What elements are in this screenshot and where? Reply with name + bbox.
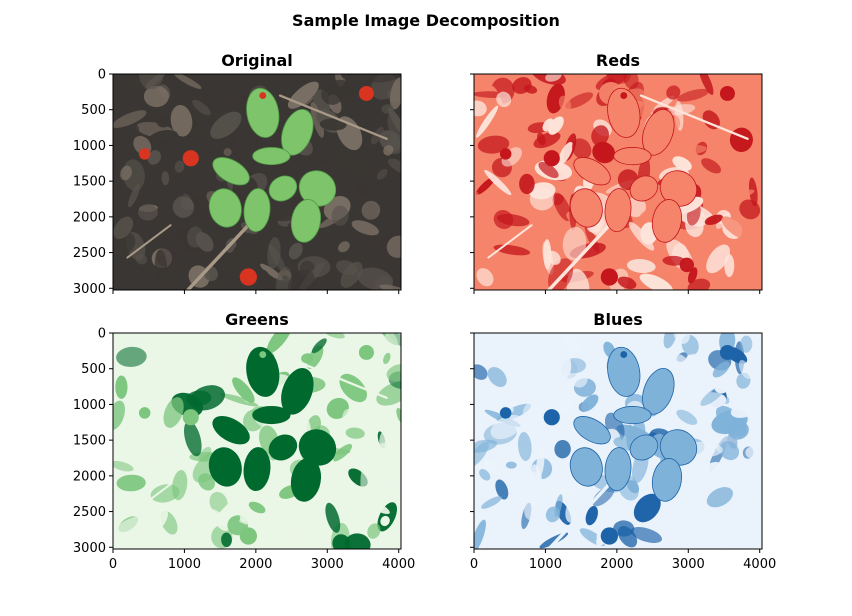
y-tick-label: 2500 — [73, 246, 106, 261]
y-tick-label: 0 — [98, 68, 106, 83]
y-tick-label: 1000 — [73, 398, 106, 413]
x-tick-label: 3000 — [311, 557, 344, 572]
x-tick-label: 1000 — [168, 557, 201, 572]
y-tick-label: 2000 — [73, 210, 106, 225]
panel-reds: Reds — [470, 51, 763, 294]
x-tick-label: 0 — [470, 557, 478, 572]
y-tick-label: 1500 — [73, 434, 106, 449]
x-tick-label: 1000 — [529, 557, 562, 572]
panel-blues: Blues 0 1000 2000 3000 4000 — [470, 310, 776, 572]
panel-title: Blues — [593, 310, 642, 329]
x-tick-label: 3000 — [672, 557, 705, 572]
panel-title: Greens — [225, 310, 289, 329]
rgb-image — [113, 74, 401, 290]
y-tick-label: 0 — [98, 327, 106, 342]
panels: Original 0 500 1000 1500 2000 2500 3000 Reds Gree… — [73, 51, 776, 572]
axes-frame — [112, 73, 402, 291]
x-tick-label: 4000 — [382, 557, 415, 572]
y-tick-label: 500 — [81, 103, 106, 118]
x-tick-label: 0 — [109, 557, 117, 572]
axes-frame — [112, 332, 402, 550]
blues-image — [474, 333, 762, 549]
x-tick-label: 4000 — [743, 557, 776, 572]
y-tick-label: 1000 — [73, 139, 106, 154]
axes-frame — [473, 73, 763, 291]
greens-image — [113, 333, 401, 549]
panel-title: Original — [221, 51, 293, 70]
y-tick-label: 3000 — [73, 541, 106, 556]
x-tick-label: 2000 — [239, 557, 272, 572]
axes-frame — [473, 332, 763, 550]
y-tick-label: 3000 — [73, 282, 106, 297]
y-tick-label: 2000 — [73, 469, 106, 484]
y-tick-label: 1500 — [73, 175, 106, 190]
x-tick-label: 2000 — [600, 557, 633, 572]
figure-title: Sample Image Decomposition — [292, 11, 560, 30]
panel-greens: Greens 0 1000 2000 3000 4000 0 500 1000 1500 2000 2… — [73, 310, 415, 572]
panel-rgb: Original 0 500 1000 1500 2000 2500 3000 — [73, 51, 402, 297]
y-tick-label: 500 — [81, 362, 106, 377]
panel-title: Reds — [596, 51, 640, 70]
reds-image — [474, 74, 762, 290]
y-tick-label: 2500 — [73, 505, 106, 520]
